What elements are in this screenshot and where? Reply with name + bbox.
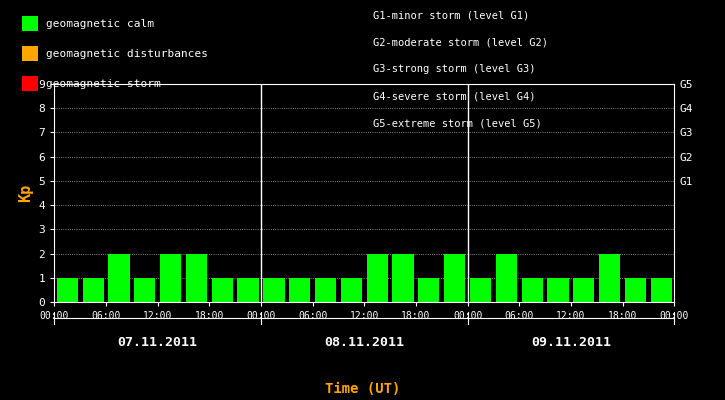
Bar [108,254,130,302]
Text: geomagnetic storm: geomagnetic storm [46,78,161,89]
Bar [521,278,543,302]
Bar [470,278,491,302]
Bar [392,254,414,302]
Text: geomagnetic disturbances: geomagnetic disturbances [46,49,208,59]
Text: G1-minor storm (level G1): G1-minor storm (level G1) [373,10,530,20]
Text: G2-moderate storm (level G2): G2-moderate storm (level G2) [373,37,548,47]
Bar [367,254,388,302]
Text: 07.11.2011: 07.11.2011 [117,336,198,349]
Bar [238,278,259,302]
Bar [444,254,465,302]
Bar [573,278,594,302]
Text: 08.11.2011: 08.11.2011 [324,336,405,349]
Bar [186,254,207,302]
Bar [134,278,155,302]
Bar [263,278,284,302]
Bar [625,278,646,302]
Y-axis label: Kp: Kp [18,184,33,202]
Bar [599,254,621,302]
Text: G3-strong storm (level G3): G3-strong storm (level G3) [373,64,536,74]
Text: G5-extreme storm (level G5): G5-extreme storm (level G5) [373,119,542,129]
Text: Time (UT): Time (UT) [325,382,400,396]
Bar [212,278,233,302]
Text: 09.11.2011: 09.11.2011 [531,336,611,349]
Bar [160,254,181,302]
Bar [418,278,439,302]
Bar [289,278,310,302]
Text: geomagnetic calm: geomagnetic calm [46,18,154,29]
Bar [83,278,104,302]
Bar [651,278,672,302]
Bar [341,278,362,302]
Text: G4-severe storm (level G4): G4-severe storm (level G4) [373,92,536,102]
Bar [547,278,568,302]
Bar [496,254,517,302]
Bar [315,278,336,302]
Bar [57,278,78,302]
